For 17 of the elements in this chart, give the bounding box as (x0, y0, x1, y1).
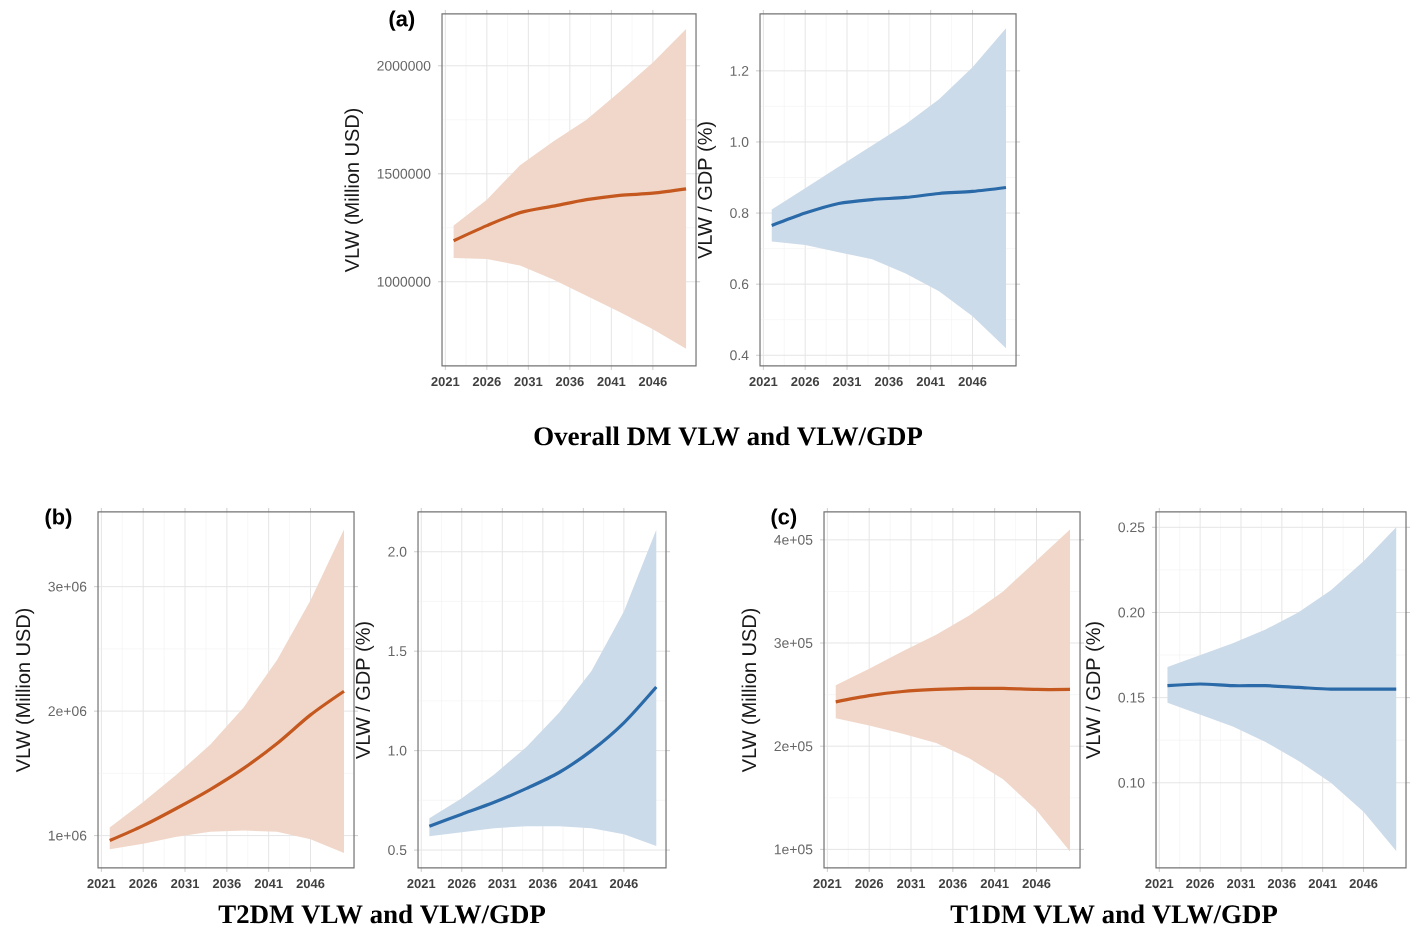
line-series (770, 185, 1008, 228)
text: (b) (45, 508, 72, 529)
line-series (834, 686, 1072, 704)
line-series (108, 689, 346, 843)
y-axis-title: VLW (Million USD) (741, 608, 761, 773)
text: (c) (771, 508, 797, 529)
y-axis-title: VLW (Million USD) (15, 608, 35, 773)
y-axis-title: VLW / GDP (%) (1085, 622, 1105, 759)
text: T1DM VLW and VLW/GDP (950, 904, 1278, 924)
text: Overall DM VLW and VLW/GDP (534, 426, 923, 446)
y-axis-title: VLW / GDP (%) (697, 122, 716, 259)
y-axis-title: VLW / GDP (%) (355, 622, 374, 759)
text: (a) (389, 10, 415, 31)
y-axis-title: VLW (Million USD) (344, 108, 363, 273)
text: T2DM VLW and VLW/GDP (218, 904, 546, 924)
line-series (427, 685, 658, 828)
line-series (452, 187, 688, 243)
